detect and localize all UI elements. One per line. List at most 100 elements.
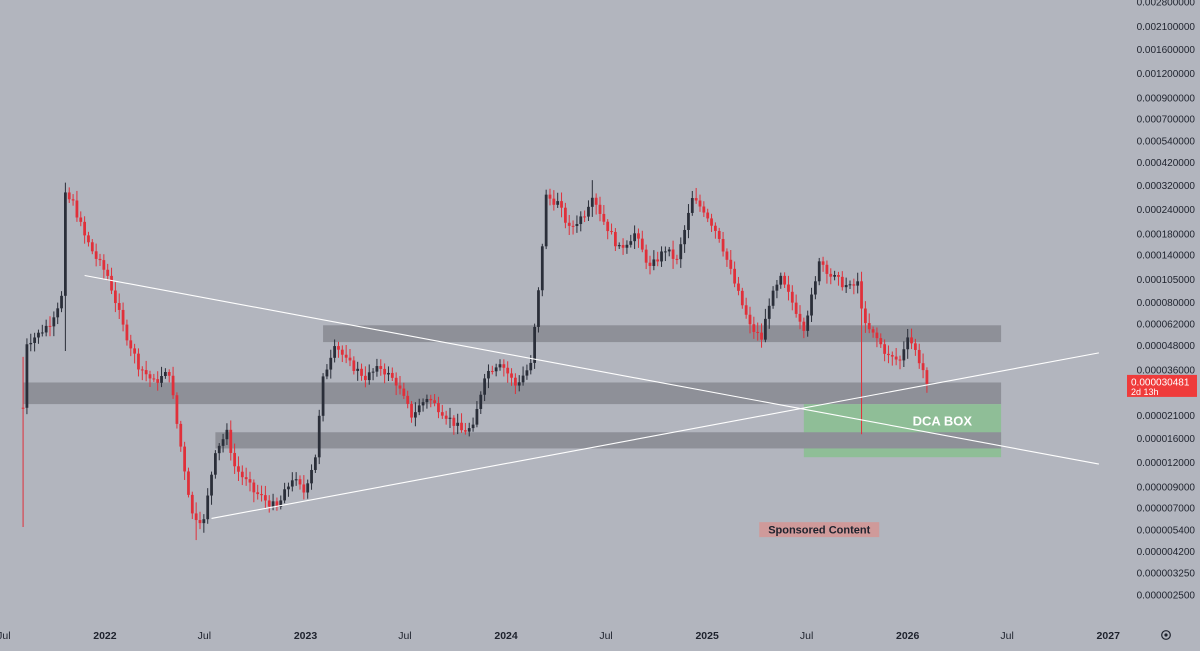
candle-body — [537, 290, 540, 327]
candle-body — [475, 408, 479, 425]
candle-body — [725, 251, 729, 260]
candle-body — [117, 303, 121, 310]
candle-body — [471, 424, 475, 429]
candle-body — [260, 494, 263, 496]
candle-body — [910, 337, 913, 344]
price-tick-label: 0.000016000 — [1137, 434, 1196, 445]
candle-body — [317, 415, 321, 458]
candle-body — [833, 275, 836, 277]
time-tick-label: 2025 — [695, 630, 719, 642]
candle-body — [448, 417, 452, 419]
candle-body — [894, 356, 898, 360]
candle-body — [79, 217, 83, 222]
gear-icon[interactable] — [1161, 630, 1171, 640]
candle-body — [756, 331, 760, 333]
time-axis[interactable]: Jul 2022 Jul 2023 Jul 2024 Jul 2025 Jul 2026 Jul 20… — [0, 630, 1120, 642]
candle-body — [760, 332, 763, 340]
candle-body — [279, 500, 283, 507]
candle-body — [433, 400, 436, 404]
candle-body — [767, 305, 771, 319]
candle-body — [71, 199, 75, 201]
candle-body — [275, 501, 279, 507]
candle-body — [694, 198, 698, 201]
candle-body — [360, 368, 363, 376]
candle-body — [133, 348, 136, 354]
price-tick-label: 0.000540000 — [1137, 137, 1196, 148]
candle-body — [271, 501, 275, 507]
candle-body — [679, 244, 683, 260]
candle-body — [540, 246, 544, 291]
candle-body — [140, 369, 144, 371]
candle-body — [352, 360, 356, 371]
candle-body — [210, 474, 213, 496]
price-tick-label: 0.000048000 — [1137, 341, 1196, 352]
candle-body — [125, 324, 129, 341]
candle-body — [344, 354, 348, 358]
candle-body — [671, 249, 675, 259]
candle-body — [40, 332, 44, 334]
candle-body — [787, 284, 790, 292]
candle-body — [325, 369, 329, 377]
candle-body — [637, 233, 640, 239]
candle-body — [814, 281, 817, 295]
price-tick-label: 0.000012000 — [1137, 458, 1196, 469]
candle-body — [429, 398, 433, 401]
candle-body — [775, 284, 779, 291]
candle-body — [602, 213, 606, 222]
candle-body — [625, 244, 629, 248]
candle-body — [702, 206, 706, 213]
candle-body — [925, 370, 929, 384]
price-tick-label: 0.000700000 — [1137, 115, 1196, 126]
candle-body — [44, 325, 48, 333]
candle-body — [594, 197, 598, 205]
candle-body — [648, 262, 652, 266]
candle-body — [890, 355, 894, 357]
candle-body — [806, 315, 810, 331]
trendlines-layer — [84, 274, 1100, 520]
candle-body — [667, 249, 671, 252]
candle-body — [167, 372, 171, 376]
candle-body — [606, 221, 610, 232]
candle-body — [417, 405, 421, 413]
candle-body — [102, 260, 106, 270]
time-tick-label: Jul — [1000, 630, 1013, 642]
candle-body — [733, 268, 736, 284]
candle-body — [306, 483, 310, 493]
descending-line[interactable] — [84, 274, 1100, 465]
price-tag-countdown: 2d 13h — [1131, 387, 1159, 397]
candle-body — [333, 346, 336, 358]
candle-body — [194, 513, 198, 521]
price-tick-label: 0.000005400 — [1137, 526, 1196, 537]
candle-body — [748, 314, 752, 325]
candle-body — [298, 479, 302, 485]
price-tick-label: 0.000062000 — [1137, 319, 1196, 330]
sponsored-badge — [759, 522, 880, 538]
candle-body — [56, 308, 60, 318]
candle-body — [25, 344, 29, 408]
candle-body — [425, 398, 429, 403]
price-tick-label: 0.000180000 — [1137, 229, 1196, 240]
candle-body — [206, 495, 210, 520]
candle-body — [690, 198, 694, 213]
candle-body — [567, 222, 571, 226]
candle-body — [752, 324, 756, 332]
candle-body — [237, 466, 240, 472]
ascending-line[interactable] — [211, 352, 1100, 520]
candle-body — [314, 457, 317, 470]
candle-body — [856, 281, 860, 286]
price-tick-label: 0.000007000 — [1137, 504, 1196, 515]
candle-body — [229, 429, 233, 453]
candle-body — [387, 372, 390, 375]
candle-body — [264, 495, 267, 501]
candle-body — [640, 238, 644, 250]
candle-body — [221, 439, 225, 446]
candle-body — [487, 370, 490, 379]
candle-body — [887, 353, 890, 356]
candle-body — [479, 394, 483, 409]
candle-body — [740, 290, 744, 306]
price-axis[interactable]: 0.002800000 0.002100000 0.001600000 0.00120… — [1137, 0, 1196, 602]
main-support-zone — [23, 382, 1002, 405]
candle-body — [898, 359, 902, 361]
candle-body — [506, 367, 510, 374]
